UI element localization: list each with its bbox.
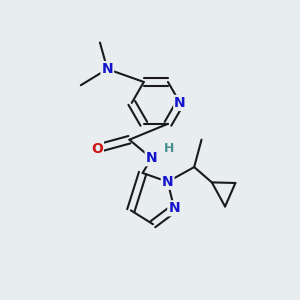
Text: N: N [162, 175, 173, 189]
Text: N: N [146, 151, 157, 165]
Text: N: N [168, 201, 180, 215]
Text: O: O [91, 142, 103, 155]
Text: N: N [174, 96, 186, 110]
Text: H: H [164, 142, 174, 155]
Text: N: N [101, 62, 113, 76]
